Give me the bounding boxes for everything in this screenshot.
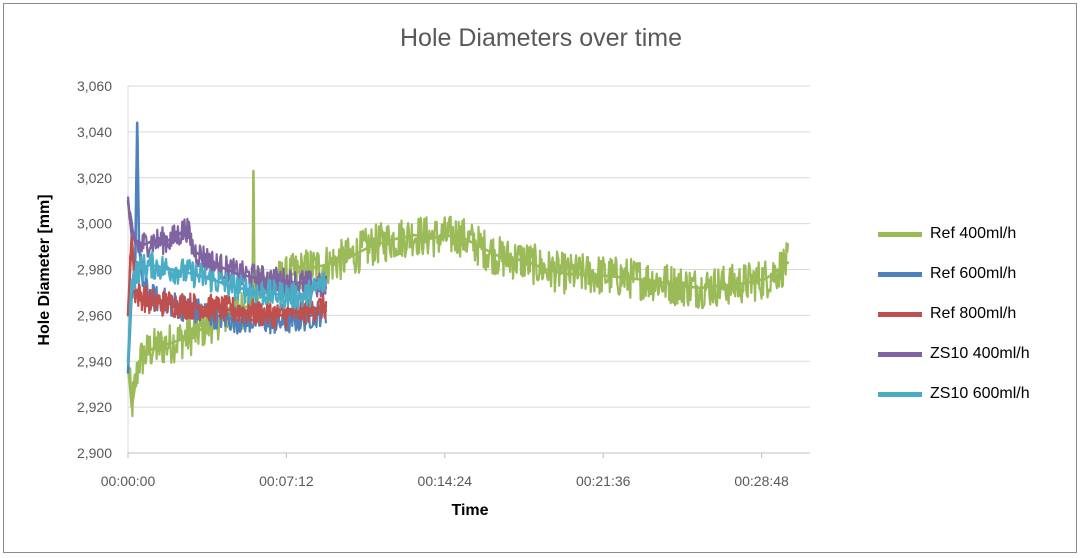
legend-swatch-zs10-600 (878, 391, 922, 397)
x-tick-label-3: 00:21:36 (576, 473, 631, 489)
series-0 (126, 169, 790, 418)
legend-label-zs10-600: ZS10 600ml/h (930, 385, 1030, 402)
legend-label-ref-400: Ref 400ml/h (930, 225, 1017, 242)
legend-item-ref-600: Ref 600ml/h (878, 254, 1030, 294)
y-tick-label-0: 2,900 (77, 445, 112, 461)
legend-swatch-ref-400 (878, 231, 922, 237)
legend-swatch-ref-600 (878, 271, 922, 277)
y-tick-label-1: 2,920 (77, 399, 112, 415)
series-trend-3 (126, 200, 327, 290)
chart-title: Hole Diameters over time (399, 24, 683, 52)
legend-label-ref-600: Ref 600ml/h (930, 265, 1017, 282)
y-tick-label-8: 3,060 (77, 78, 112, 94)
y-tick-label-4: 2,980 (77, 262, 112, 278)
y-tick-label-3: 2,960 (77, 307, 112, 323)
y-tick-label-2: 2,940 (77, 353, 112, 369)
series-line-4 (126, 250, 327, 366)
legend: Ref 400ml/h Ref 600ml/h Ref 800ml/h ZS10… (878, 214, 1030, 414)
series-trend-0 (126, 170, 789, 408)
legend-item-zs10-400: ZS10 400ml/h (878, 334, 1030, 374)
series-4 (126, 250, 328, 366)
legend-swatch-ref-800 (878, 311, 922, 317)
x-tick-label-0: 00:00:00 (101, 473, 156, 489)
y-tick-label-7: 3,040 (77, 124, 112, 140)
legend-label-ref-800: Ref 800ml/h (930, 305, 1017, 322)
x-tick-label-2: 00:14:24 (418, 473, 473, 489)
y-tick-label-5: 3,000 (77, 216, 112, 232)
y-tick-label-6: 3,020 (77, 170, 112, 186)
legend-item-ref-800: Ref 800ml/h (878, 294, 1030, 334)
x-tick-label-1: 00:07:12 (259, 473, 314, 489)
x-tick-label-4: 00:28:48 (734, 473, 789, 489)
legend-item-ref-400: Ref 400ml/h (878, 214, 1030, 254)
series-trend-4 (126, 263, 327, 362)
x-axis-label: Time (451, 502, 489, 519)
legend-label-zs10-400: ZS10 400ml/h (930, 345, 1030, 362)
legend-item-zs10-600: ZS10 600ml/h (878, 374, 1030, 414)
chart-area (3, 3, 1077, 553)
legend-swatch-zs10-400 (878, 351, 922, 357)
